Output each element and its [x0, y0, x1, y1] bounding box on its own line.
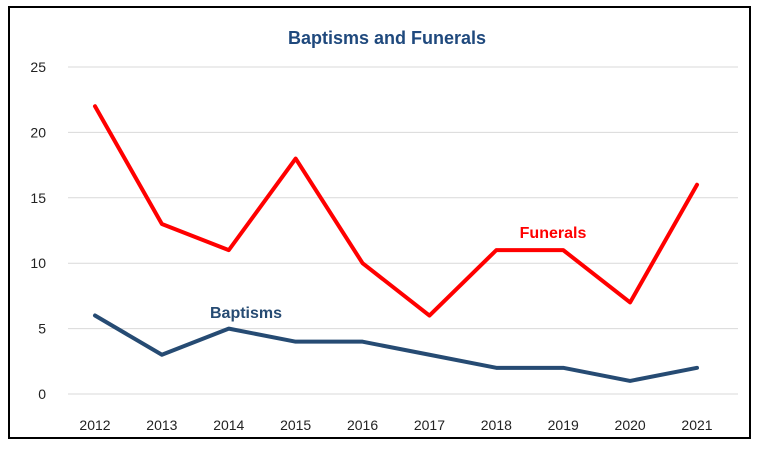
x-tick-label: 2013 — [146, 417, 177, 433]
x-tick-label: 2014 — [213, 417, 244, 433]
y-tick-label: 15 — [30, 190, 46, 206]
x-tick-label: 2021 — [681, 417, 712, 433]
x-tick-label: 2016 — [347, 417, 378, 433]
y-tick-label: 5 — [38, 321, 46, 337]
y-tick-label: 20 — [30, 124, 46, 140]
series-label-funerals: Funerals — [520, 225, 587, 242]
y-tick-label: 0 — [38, 386, 46, 402]
y-tick-label: 25 — [30, 59, 46, 75]
gridlines — [68, 66, 738, 395]
x-tick-label: 2019 — [548, 417, 579, 433]
series-lines — [93, 104, 699, 383]
x-tick-label: 2015 — [280, 417, 311, 433]
x-tick-label: 2012 — [79, 417, 110, 433]
y-axis-ticks: 0 5 10 15 20 25 — [30, 59, 46, 402]
x-tick-label: 2018 — [481, 417, 512, 433]
y-tick-label: 10 — [30, 255, 46, 271]
chart-title: Baptisms and Funerals — [288, 28, 486, 48]
x-tick-label: 2020 — [615, 417, 646, 433]
series-label-baptisms: Baptisms — [210, 305, 282, 322]
chart-frame: 0 5 10 15 20 25 2012 2013 2014 2015 2016 2017 2018 2… — [8, 6, 751, 439]
series-line-funerals — [93, 104, 699, 318]
x-tick-label: 2017 — [414, 417, 445, 433]
x-axis-ticks: 2012 2013 2014 2015 2016 2017 2018 2019 2020 2021 — [79, 417, 712, 433]
series-line-baptisms — [93, 313, 699, 383]
